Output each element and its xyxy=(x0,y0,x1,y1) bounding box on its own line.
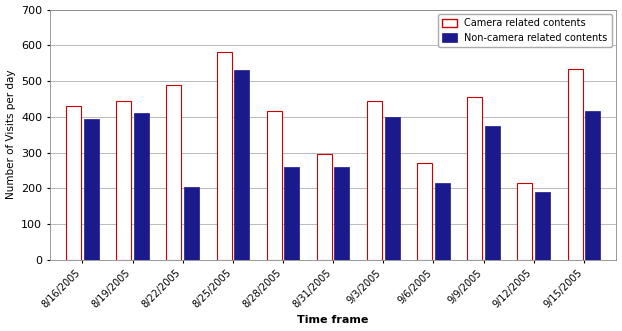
Bar xyxy=(518,183,532,260)
Bar xyxy=(384,117,399,260)
Y-axis label: Number of Visits per day: Number of Visits per day xyxy=(6,70,16,200)
Legend: Camera related contents, Non-camera related contents: Camera related contents, Non-camera rela… xyxy=(438,15,611,47)
Bar xyxy=(485,126,500,260)
Bar xyxy=(317,154,332,260)
Bar xyxy=(84,118,99,260)
Bar xyxy=(184,187,199,260)
Bar xyxy=(585,112,600,260)
Bar xyxy=(467,97,482,260)
Bar xyxy=(167,85,182,260)
Bar xyxy=(267,112,282,260)
Bar xyxy=(66,106,81,260)
X-axis label: Time frame: Time frame xyxy=(297,315,369,325)
Bar xyxy=(335,167,350,260)
Bar xyxy=(435,183,450,260)
Bar xyxy=(234,71,249,260)
Bar xyxy=(284,167,299,260)
Bar xyxy=(367,101,382,260)
Bar xyxy=(134,113,149,260)
Bar xyxy=(535,192,550,260)
Bar xyxy=(567,69,583,260)
Bar xyxy=(417,163,432,260)
Bar xyxy=(216,53,231,260)
Bar xyxy=(116,101,131,260)
